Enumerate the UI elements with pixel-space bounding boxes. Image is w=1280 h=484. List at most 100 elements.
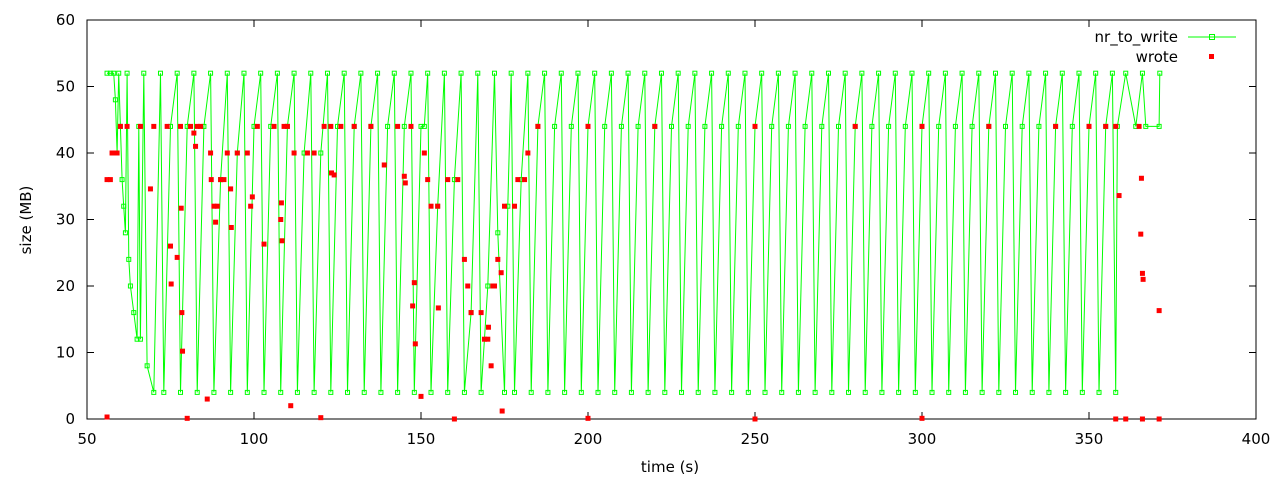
- data-point-wrote: [1156, 416, 1162, 422]
- y-axis-label: size (MB): [17, 186, 35, 255]
- data-point-wrote: [218, 177, 224, 183]
- data-point-nr-to-write: [528, 389, 534, 395]
- data-point-nr-to-write: [1013, 389, 1019, 395]
- data-point-nr-to-write: [675, 70, 681, 76]
- data-point-nr-to-write: [886, 123, 892, 129]
- data-point-nr-to-write: [628, 389, 634, 395]
- data-point-nr-to-write: [859, 70, 865, 76]
- data-point-nr-to-write: [952, 123, 958, 129]
- data-point-nr-to-write: [692, 70, 698, 76]
- data-point-nr-to-write: [318, 150, 324, 156]
- data-point-wrote: [107, 177, 113, 183]
- data-point-nr-to-write: [134, 336, 140, 342]
- data-point-wrote: [178, 123, 184, 129]
- data-point-wrote: [248, 203, 254, 209]
- data-point-nr-to-write: [1143, 123, 1149, 129]
- data-point-nr-to-write: [127, 283, 133, 289]
- data-point-nr-to-write: [829, 389, 835, 395]
- data-point-nr-to-write: [1029, 389, 1035, 395]
- data-point-wrote: [986, 123, 992, 129]
- data-point-wrote: [234, 150, 240, 156]
- data-point-nr-to-write: [1079, 389, 1085, 395]
- data-point-wrote: [408, 123, 414, 129]
- data-point-nr-to-write: [311, 389, 317, 395]
- data-point-nr-to-write: [642, 70, 648, 76]
- legend: nr_to_write wrote: [1095, 28, 1236, 66]
- data-point-nr-to-write: [124, 70, 130, 76]
- data-point-nr-to-write: [802, 123, 808, 129]
- data-point-wrote: [278, 217, 284, 222]
- data-point-nr-to-write: [712, 389, 718, 395]
- data-point-nr-to-write: [862, 389, 868, 395]
- data-point-wrote: [395, 123, 401, 129]
- data-point-wrote: [104, 414, 110, 420]
- data-point-nr-to-write: [525, 70, 531, 76]
- data-point-nr-to-write: [879, 389, 885, 395]
- data-point-wrote: [228, 186, 234, 192]
- data-point-nr-to-write: [792, 70, 798, 76]
- data-point-wrote: [1053, 123, 1059, 129]
- data-point-nr-to-write: [575, 70, 581, 76]
- data-point-nr-to-write: [812, 389, 818, 395]
- legend-label-nr-to-write: nr_to_write: [1095, 28, 1178, 47]
- data-point-nr-to-write: [161, 389, 167, 395]
- data-point-nr-to-write: [542, 70, 548, 76]
- data-point-nr-to-write: [759, 70, 765, 76]
- x-axis-label: time (s): [641, 458, 699, 476]
- data-point-nr-to-write: [358, 70, 364, 76]
- data-point-wrote: [224, 150, 230, 156]
- data-point-nr-to-write: [121, 203, 127, 209]
- data-point-nr-to-write: [825, 70, 831, 76]
- data-point-wrote: [435, 203, 441, 209]
- axes: [86, 19, 1257, 420]
- data-point-nr-to-write: [602, 123, 608, 129]
- data-point-nr-to-write: [979, 389, 985, 395]
- data-point-nr-to-write: [635, 123, 641, 129]
- data-point-nr-to-write: [391, 70, 397, 76]
- data-point-nr-to-write: [936, 123, 942, 129]
- data-point-wrote: [412, 341, 418, 347]
- data-point-nr-to-write: [261, 389, 267, 395]
- data-point-nr-to-write: [568, 123, 574, 129]
- data-point-nr-to-write: [119, 177, 125, 183]
- data-point-nr-to-write: [725, 70, 731, 76]
- data-point-nr-to-write: [324, 70, 330, 76]
- data-point-wrote: [919, 123, 925, 129]
- data-point-nr-to-write: [775, 70, 781, 76]
- data-point-wrote: [445, 177, 451, 183]
- data-point-nr-to-write: [208, 70, 214, 76]
- y-tick-label: 20: [56, 277, 75, 295]
- x-tick-label: 100: [240, 430, 269, 448]
- data-point-nr-to-write: [1139, 70, 1145, 76]
- data-point-wrote: [1103, 123, 1109, 129]
- data-point-nr-to-write: [595, 389, 601, 395]
- data-point-nr-to-write: [461, 389, 467, 395]
- data-point-nr-to-write: [819, 123, 825, 129]
- data-point-nr-to-write: [1113, 389, 1119, 395]
- data-point-nr-to-write: [122, 230, 128, 236]
- data-point-nr-to-write: [876, 70, 882, 76]
- data-point-nr-to-write: [274, 70, 280, 76]
- data-point-nr-to-write: [512, 389, 518, 395]
- data-point-wrote: [194, 123, 200, 129]
- data-point-wrote: [499, 408, 505, 414]
- tick-labels: 50 100 150 200 250 300 350 400 0 10 20 30 40 50 60: [56, 11, 1270, 448]
- data-point-nr-to-write: [111, 70, 117, 76]
- data-point-wrote: [381, 162, 387, 168]
- x-tick-label: 300: [908, 430, 937, 448]
- data-point-nr-to-write: [107, 70, 113, 76]
- data-point-nr-to-write: [485, 283, 491, 289]
- data-point-wrote: [485, 324, 491, 330]
- data-point-nr-to-write: [475, 70, 481, 76]
- legend-label-wrote: wrote: [1136, 48, 1178, 66]
- data-point-nr-to-write: [375, 70, 381, 76]
- data-point-wrote: [451, 416, 457, 422]
- data-point-wrote: [321, 123, 327, 129]
- data-point-wrote: [495, 256, 501, 262]
- data-point-wrote: [1138, 231, 1144, 237]
- data-point-nr-to-write: [1026, 70, 1032, 76]
- data-point-wrote: [338, 123, 344, 129]
- data-point-wrote: [311, 150, 317, 156]
- data-point-wrote: [1086, 123, 1092, 129]
- data-point-wrote: [168, 281, 174, 287]
